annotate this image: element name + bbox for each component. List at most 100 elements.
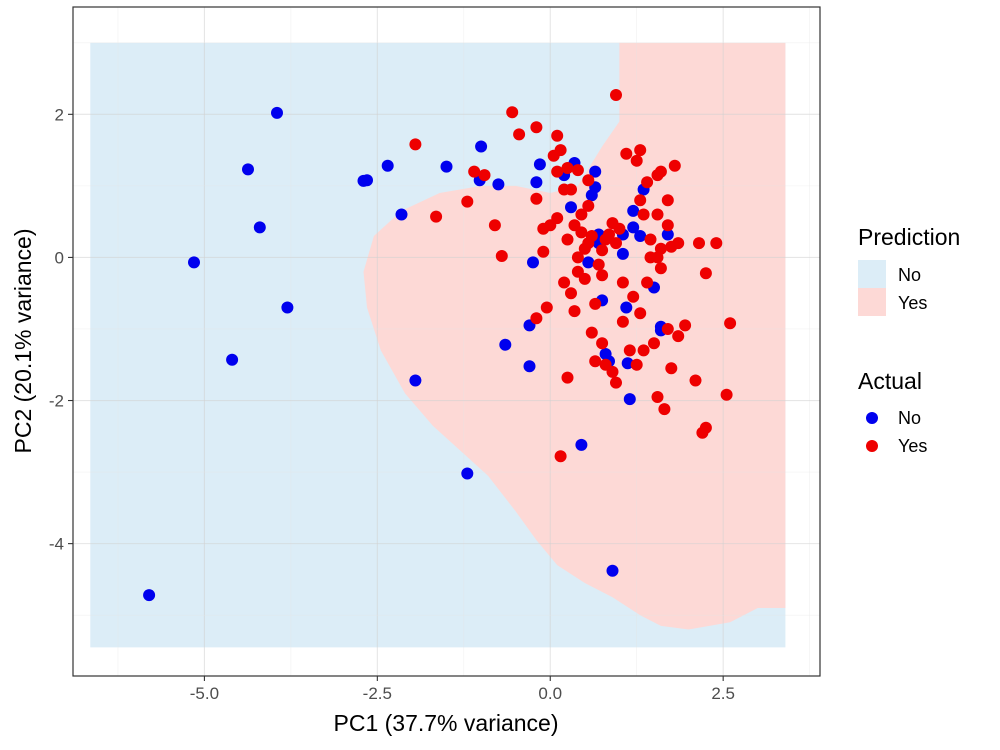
- point-actual-no: [621, 357, 634, 370]
- y-tick-label: 0: [55, 248, 64, 267]
- grid-layer: [73, 7, 820, 676]
- prediction-region-yes: [363, 42, 786, 630]
- point-actual-yes: [610, 376, 622, 389]
- point-actual-yes: [561, 162, 574, 174]
- point-actual-yes: [623, 344, 636, 357]
- point-actual-yes: [710, 237, 723, 250]
- point-actual-yes: [409, 138, 422, 151]
- point-actual-no: [616, 247, 629, 260]
- point-actual-yes: [610, 89, 622, 101]
- point-actual-yes: [644, 251, 657, 264]
- point-actual-no: [242, 163, 254, 176]
- point-actual-yes: [561, 371, 574, 384]
- point-actual-no: [589, 165, 602, 178]
- point-actual-yes: [634, 194, 647, 207]
- axis-layer: -5.0 -2.5 0.0 2.5 2 0 -2 -4: [49, 105, 735, 703]
- point-actual-yes: [488, 219, 501, 232]
- y-tick-label: -4: [49, 535, 64, 554]
- point-actual-yes: [648, 337, 660, 350]
- point-actual-yes: [627, 290, 640, 303]
- point-actual-no: [143, 589, 156, 602]
- point-actual-no: [606, 564, 619, 577]
- point-actual-yes: [513, 128, 526, 141]
- y-tick-label: 2: [55, 105, 64, 124]
- point-actual-no: [627, 204, 640, 217]
- point-actual-no: [271, 106, 283, 119]
- point-actual-yes: [672, 237, 685, 250]
- point-actual-yes: [530, 121, 543, 134]
- point-actual-yes: [530, 312, 543, 325]
- point-actual-yes: [478, 169, 491, 182]
- point-actual-yes: [561, 233, 574, 246]
- point-actual-no: [281, 301, 294, 314]
- actual-legend-label-no: No: [898, 408, 921, 428]
- point-actual-yes: [540, 301, 553, 314]
- point-actual-yes: [610, 237, 622, 250]
- point-actual-yes: [606, 365, 619, 378]
- actual-legend: Actual No Yes: [858, 368, 927, 456]
- point-actual-yes: [699, 267, 712, 280]
- point-actual-no: [627, 221, 640, 234]
- plot-border: [72, 6, 821, 677]
- point-actual-yes: [468, 165, 481, 178]
- actual-legend-key-no: [866, 412, 878, 424]
- point-actual-yes: [530, 192, 543, 205]
- prediction-legend-title: Prediction: [858, 224, 960, 250]
- prediction-legend: Prediction No Yes: [858, 224, 960, 316]
- point-actual-yes: [641, 276, 654, 289]
- point-actual-yes: [603, 228, 615, 241]
- y-axis-title: PC2 (20.1% variance): [10, 229, 36, 454]
- point-actual-yes: [724, 317, 737, 330]
- point-actual-yes: [613, 222, 626, 235]
- point-actual-yes: [551, 212, 564, 225]
- point-actual-yes: [651, 391, 664, 403]
- point-actual-yes: [665, 362, 678, 375]
- point-actual-yes: [630, 154, 643, 167]
- point-actual-yes: [616, 315, 629, 328]
- actual-legend-label-yes: Yes: [898, 436, 927, 456]
- point-actual-no: [475, 140, 488, 153]
- point-actual-yes: [637, 344, 650, 357]
- point-actual-yes: [699, 421, 712, 434]
- point-actual-yes: [558, 276, 571, 289]
- point-actual-yes: [537, 245, 550, 258]
- point-actual-yes: [616, 276, 629, 289]
- point-actual-no: [623, 393, 636, 406]
- point-actual-yes: [554, 450, 567, 463]
- point-actual-yes: [661, 194, 674, 207]
- point-actual-yes: [641, 176, 654, 189]
- y-tick-label: -2: [49, 392, 64, 411]
- point-actual-yes: [547, 149, 560, 162]
- point-actual-yes: [661, 219, 674, 232]
- point-actual-yes: [644, 233, 657, 246]
- point-actual-yes: [596, 244, 609, 257]
- point-actual-yes: [589, 355, 602, 368]
- actual-legend-title: Actual: [858, 368, 922, 394]
- point-actual-yes: [585, 326, 598, 339]
- point-actual-no: [253, 221, 266, 234]
- point-actual-yes: [596, 337, 609, 350]
- point-actual-yes: [551, 129, 564, 142]
- point-actual-yes: [596, 269, 609, 282]
- point-actual-no: [533, 158, 546, 171]
- point-actual-no: [523, 360, 536, 373]
- x-tick-label: 0.0: [538, 684, 562, 703]
- point-actual-yes: [571, 164, 584, 177]
- point-actual-yes: [578, 272, 591, 285]
- point-actual-no: [188, 256, 200, 269]
- point-actual-yes: [589, 297, 602, 310]
- point-actual-yes: [668, 159, 681, 172]
- point-actual-yes: [430, 210, 443, 223]
- point-actual-yes: [620, 147, 633, 160]
- point-actual-yes: [565, 183, 577, 196]
- point-actual-no: [381, 159, 394, 172]
- point-actual-yes: [693, 237, 705, 250]
- point-actual-no: [575, 438, 588, 451]
- point-actual-yes: [575, 226, 588, 239]
- point-actual-yes: [651, 208, 664, 221]
- point-actual-no: [661, 228, 674, 241]
- point-actual-yes: [506, 106, 519, 119]
- plot-area: [73, 7, 820, 676]
- x-tick-label: 2.5: [711, 684, 735, 703]
- points-layer: [143, 89, 737, 602]
